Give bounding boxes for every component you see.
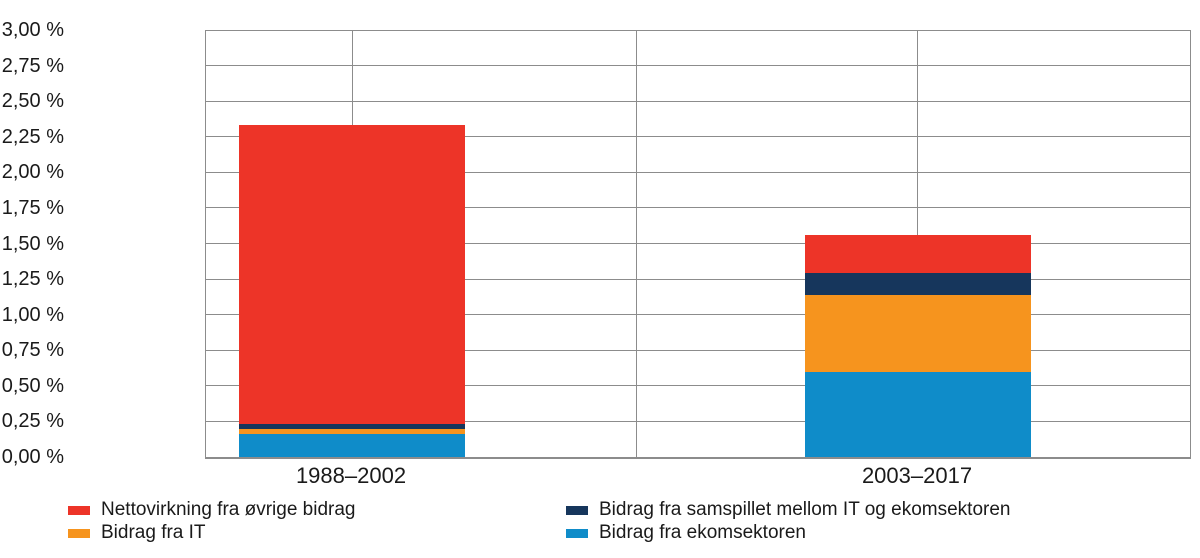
y-gridline [206, 278, 1190, 280]
y-gridline [206, 349, 1190, 351]
y-axis-tick-label: 2,50 % [1, 90, 64, 113]
y-axis-tick-label: 3,00 % [1, 19, 64, 41]
y-gridline [206, 314, 1190, 316]
y-axis-tick-label: 1,75 % [1, 196, 64, 219]
y-gridline [206, 385, 1190, 387]
y-gridline [206, 100, 1190, 102]
stacked-bar-1988–2002 [239, 30, 465, 457]
y-axis-tick-label: 1,50 % [1, 232, 64, 255]
y-axis-tick-label: 0,50 % [1, 374, 64, 397]
legend-item-ovrige-bidrag: Nettovirkning fra øvrige bidrag [68, 498, 356, 522]
bar-segment [805, 371, 1031, 457]
legend-label: Bidrag fra ekomsektoren [599, 522, 806, 543]
y-gridline [206, 136, 1190, 138]
y-axis-tick-label: 1,00 % [1, 303, 64, 326]
legend-label: Bidrag fra samspillet mellom IT og ekoms… [599, 499, 1011, 520]
y-axis-tick-label: 2,75 % [1, 54, 64, 77]
bar-segment [239, 434, 465, 457]
y-gridline [206, 30, 1190, 31]
x-axis-category-label: 1988–2002 [295, 463, 407, 488]
bar-segment [239, 428, 465, 435]
legend-swatch-blue [566, 528, 588, 538]
y-gridline [206, 207, 1190, 209]
y-axis-tick-label: 0,00 % [1, 446, 64, 468]
legend-label: Nettovirkning fra øvrige bidrag [101, 499, 356, 520]
y-axis-tick-label: 2,00 % [1, 161, 64, 184]
bar-segment [805, 294, 1031, 372]
y-axis-tick-label: 2,25 % [1, 125, 64, 148]
x-gridline [636, 30, 637, 457]
bar-segment [239, 125, 465, 425]
bar-segment [805, 273, 1031, 295]
legend-swatch-red [68, 505, 90, 515]
legend-swatch-orange [68, 528, 90, 538]
y-gridline [206, 171, 1190, 173]
y-gridline [206, 65, 1190, 67]
stacked-bar-2003–2017 [805, 30, 1031, 457]
legend-swatch-navy [566, 505, 588, 515]
legend-item-samspill-it-ekom: Bidrag fra samspillet mellom IT og ekoms… [566, 498, 1010, 522]
bar-segment [805, 234, 1031, 274]
legend-item-bidrag-fra-it: Bidrag fra IT [68, 521, 206, 545]
legend-item-ekomsektoren: Bidrag fra ekomsektoren [566, 521, 806, 545]
y-gridline [206, 243, 1190, 244]
y-axis-tick-label: 1,25 % [1, 268, 64, 291]
x-axis-category-label: 2003–2017 [861, 463, 973, 488]
bar-segment [239, 424, 465, 429]
y-gridline [206, 420, 1190, 422]
y-axis-tick-label: 0,75 % [1, 339, 64, 362]
y-axis-tick-label: 0,25 % [1, 410, 64, 433]
legend-label: Bidrag fra IT [101, 522, 206, 543]
plot-area [205, 30, 1191, 459]
